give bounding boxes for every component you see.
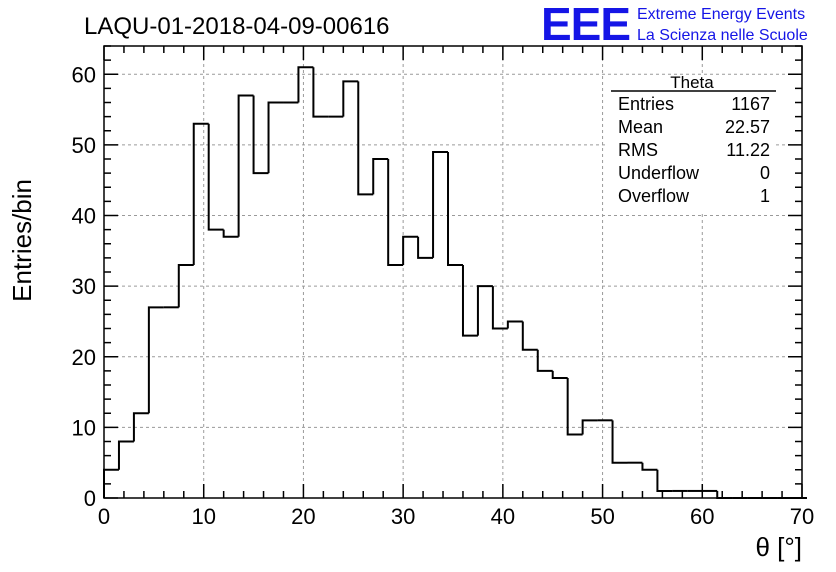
histogram-bin [207,123,224,231]
histogram-bin [432,150,449,258]
histogram-bin [342,80,359,117]
histogram-bin [417,236,434,259]
histogram-bin [656,469,673,492]
histogram-layer [103,66,807,499]
stats-label-overflow: Overflow [618,186,690,206]
x-tick-label: 30 [391,504,415,529]
grid-layer [104,46,802,498]
histogram-bin [536,349,553,372]
histogram-bin [267,101,284,174]
eee-logo: EEE [541,0,630,50]
histogram-bin [476,285,493,336]
logo-line-2: La Scienza nelle Scuole [637,27,808,44]
x-tick-label: 70 [790,504,814,529]
stats-label-mean: Mean [618,117,663,137]
x-axis-label: θ [°] [755,532,802,562]
stats-label-underflow: Underflow [618,163,700,183]
x-tick-label: 60 [690,504,714,529]
histogram-bin [461,264,478,337]
x-tick-label: 10 [191,504,215,529]
histogram-bin [252,95,269,175]
stats-box: Theta Entries 1167 Mean 22.57 RMS 11.22 … [608,73,776,213]
y-tick-label: 30 [72,274,96,299]
histogram-bin [491,286,508,330]
y-tick-label: 40 [72,204,96,229]
histogram-bin [312,67,329,118]
y-tick-label: 0 [84,486,96,511]
y-tick-label: 10 [72,415,96,440]
histogram-bin [521,321,538,351]
stats-label-rms: RMS [618,140,658,160]
x-tick-label: 40 [491,504,515,529]
histogram-bin [132,412,149,442]
stats-value-entries: 1167 [731,94,770,114]
histogram-bin [402,235,419,265]
histogram-bin [177,263,194,308]
histogram-bin [372,158,389,195]
stats-title: Theta [670,73,714,92]
chart-title: LAQU-01-2018-04-09-00616 [84,13,390,40]
stats-value-underflow: 0 [760,163,770,183]
histogram-bin [237,94,254,237]
x-tick-label: 0 [98,504,110,529]
histogram-bin [222,229,239,238]
histogram-bin [551,370,568,379]
stats-label-entries: Entries [618,94,674,114]
y-tick-label: 20 [72,345,96,370]
histogram-bin [387,159,404,266]
histogram-bin [506,320,523,329]
histogram-bin [611,420,628,464]
histogram-bin [357,81,374,196]
histogram-bin [716,490,733,499]
x-tick-label: 50 [590,504,614,529]
y-axis-label: Entries/bin [7,179,37,302]
stats-value-rms: 11.22 [726,140,770,160]
stats-box-background [608,75,776,213]
histogram-bin [192,122,209,265]
histogram-bin [447,151,463,266]
histogram-bin [147,306,164,414]
y-tick-label: 50 [72,133,96,158]
histogram-bin [297,66,314,103]
histogram-bin [641,462,658,471]
stats-value-mean: 22.57 [725,117,770,137]
y-tick-label: 60 [72,62,96,87]
histogram-bin [581,419,598,435]
histogram-bin [117,440,134,470]
x-tick-label: 20 [291,504,315,529]
histogram-bin [566,377,583,436]
stats-value-overflow: 1 [760,186,770,206]
logo-line-1: Extreme Energy Events [637,6,805,23]
